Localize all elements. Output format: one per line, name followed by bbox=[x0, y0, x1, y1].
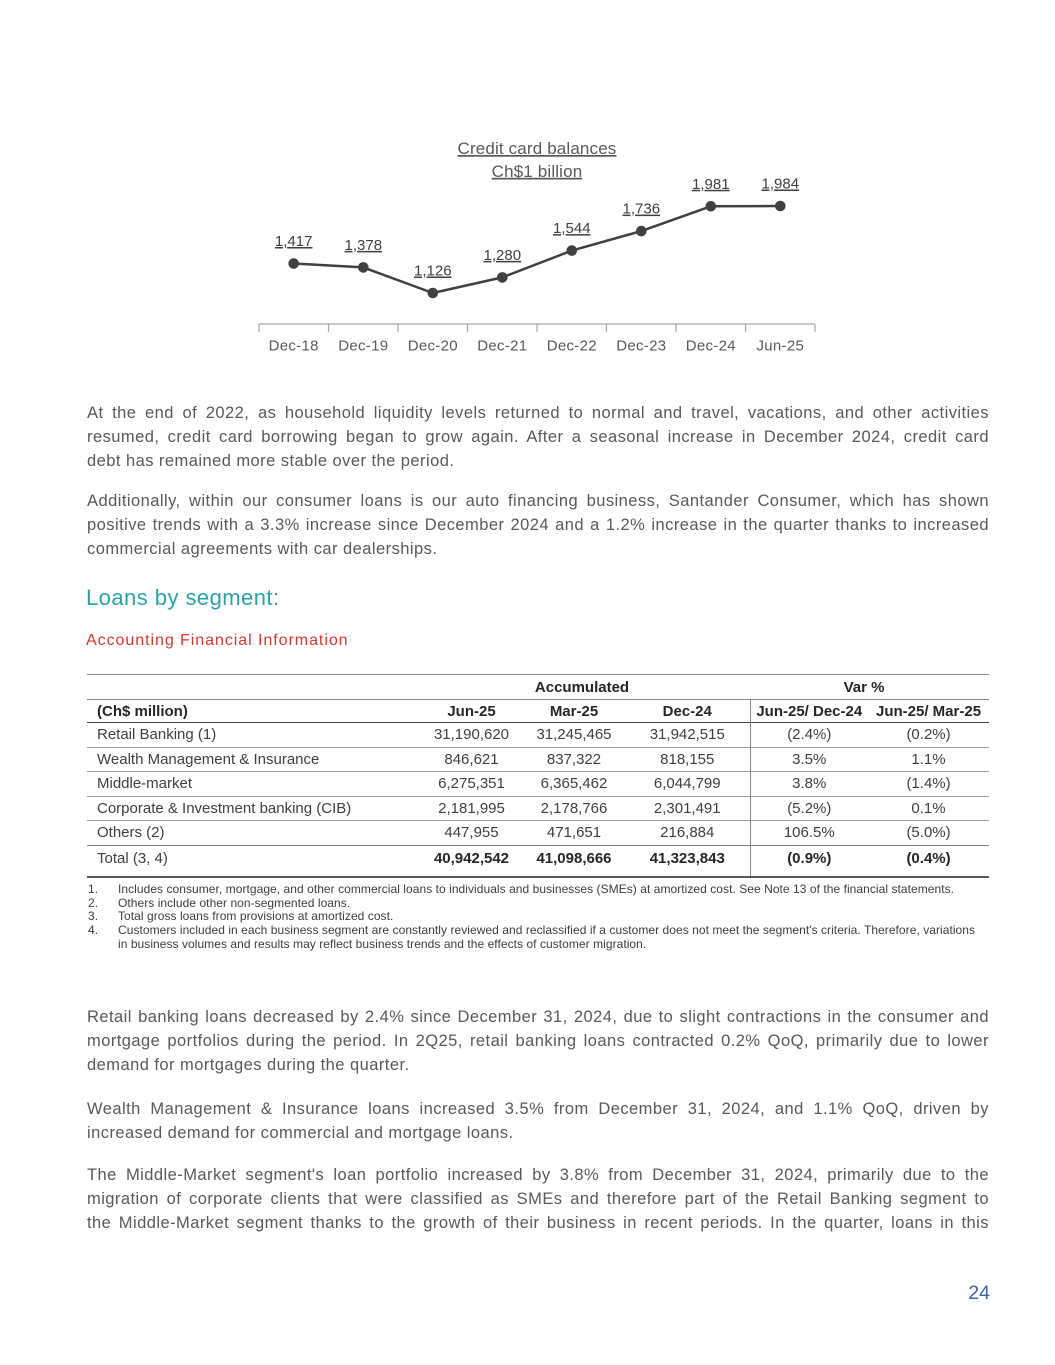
svg-text:Dec-18: Dec-18 bbox=[269, 338, 319, 355]
svg-text:1,981: 1,981 bbox=[692, 176, 730, 193]
svg-text:1,126: 1,126 bbox=[414, 263, 452, 280]
svg-text:Dec-23: Dec-23 bbox=[616, 338, 666, 355]
svg-text:1,378: 1,378 bbox=[345, 237, 383, 254]
svg-text:1,280: 1,280 bbox=[484, 247, 522, 264]
svg-text:1,736: 1,736 bbox=[623, 201, 661, 218]
svg-text:1,984: 1,984 bbox=[762, 176, 800, 193]
svg-text:Jun-25: Jun-25 bbox=[756, 338, 804, 355]
svg-text:Ch$1 billion: Ch$1 billion bbox=[492, 162, 583, 181]
svg-text:1,544: 1,544 bbox=[553, 220, 591, 237]
svg-text:Dec-21: Dec-21 bbox=[477, 338, 527, 355]
svg-text:Dec-20: Dec-20 bbox=[408, 338, 458, 355]
svg-text:Credit card balances: Credit card balances bbox=[458, 139, 617, 158]
svg-text:1,417: 1,417 bbox=[275, 233, 313, 250]
svg-text:Dec-24: Dec-24 bbox=[686, 338, 736, 355]
svg-text:Dec-19: Dec-19 bbox=[338, 338, 388, 355]
svg-text:Dec-22: Dec-22 bbox=[547, 338, 597, 355]
